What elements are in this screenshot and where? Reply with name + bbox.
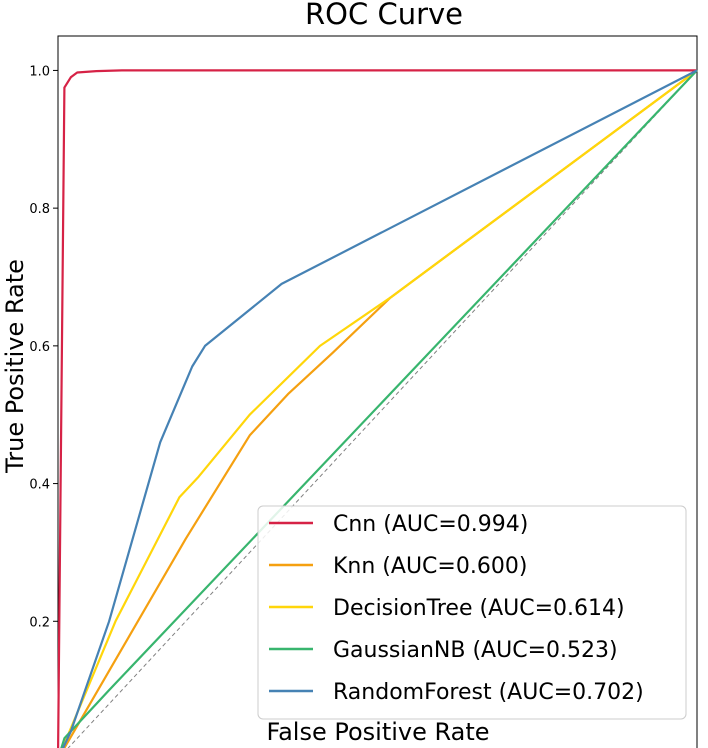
y-tick-label: 0.4 [29,478,50,493]
legend-label-randomforest: RandomForest (AUC=0.702) [333,680,644,705]
reference-diagonal [67,70,698,748]
chart-title: ROC Curve [305,0,463,31]
series-line-randomforest [61,69,698,748]
series-line-gaussiannb [60,69,698,748]
series-lines [57,69,698,748]
legend-label-knn: Knn (AUC=0.600) [333,554,527,579]
series-line-decisiontree [61,69,698,748]
x-axis-label: False Positive Rate [266,718,489,746]
legend-label-decisiontree: DecisionTree (AUC=0.614) [333,596,625,621]
y-tick-label: 1.0 [29,64,50,79]
series-line-knn [63,69,698,748]
axis-ticks: 0.00.20.40.60.81.00.00.20.40.60.81.0 [29,64,58,630]
plot-area [57,35,698,748]
legend-label-cnn: Cnn (AUC=0.994) [333,512,528,537]
plot-frame [57,35,698,748]
legend-label-gaussiannb: GaussianNB (AUC=0.523) [333,638,618,663]
series-line-cnn [57,69,697,748]
legend: Cnn (AUC=0.994) Knn (AUC=0.600) DecisionTr… [257,505,687,720]
reference-diagonal-line [67,70,698,748]
y-axis-label: True Positive Rate [1,259,29,474]
y-tick-label: 0.6 [29,340,50,355]
y-tick-label: 0.8 [29,202,50,217]
legend-box [257,505,687,720]
y-tick-label: 0.2 [29,615,50,630]
